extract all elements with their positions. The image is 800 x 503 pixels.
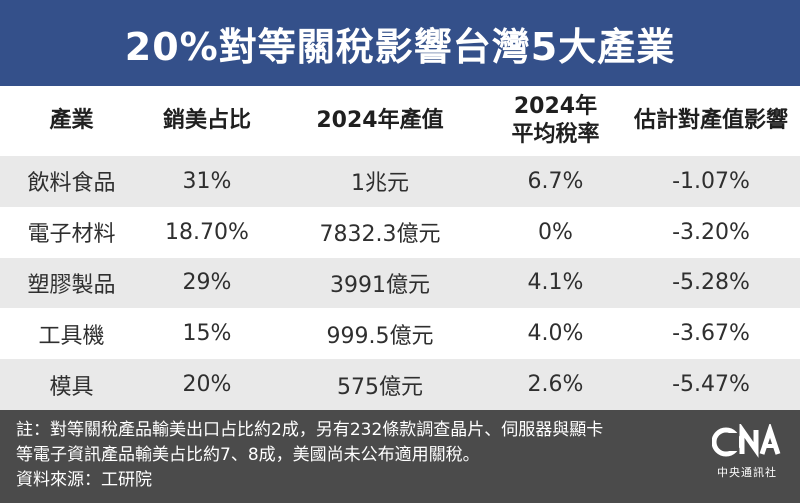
cell-industry: 塑膠製品 bbox=[27, 272, 116, 298]
cell-avg-tariff: 2.6% bbox=[527, 372, 584, 398]
cell-avg-tariff: 4.0% bbox=[527, 321, 584, 347]
table-row: 飲料食品 31% 1兆元 6.7% -1.07% bbox=[0, 156, 800, 207]
cell-output: 575億元 bbox=[337, 374, 423, 400]
source-line: 資料來源：工研院 bbox=[16, 470, 152, 490]
note-line-2: 等電子資訊產品輸美占比約7、8成，美國尚未公布適用關稅。 bbox=[16, 445, 480, 465]
footnote: 註：對等關稅產品輸美出口占比約2成，另有232條款調查晶片、伺服器與顯卡 等電子… bbox=[16, 418, 706, 493]
note-line-1: 註：對等關稅產品輸美出口占比約2成，另有232條款調查晶片、伺服器與顯卡 bbox=[16, 420, 604, 440]
table-row: 塑膠製品 29% 3991億元 4.1% -5.28% bbox=[0, 257, 800, 309]
cell-us-share: 18.70% bbox=[165, 219, 249, 245]
cell-us-share: 29% bbox=[182, 270, 232, 296]
title-bar: 20%對等關稅影響台灣5大產業 bbox=[0, 0, 800, 86]
tariff-impact-table: 產業 銷美占比 2024年產值 2024年 平均稅率 估計對產值影響 飲料食品 … bbox=[0, 86, 800, 410]
page-title: 20%對等關稅影響台灣5大產業 bbox=[124, 24, 676, 69]
cell-output: 7832.3億元 bbox=[319, 222, 441, 248]
cell-impact: -5.28% bbox=[672, 270, 750, 296]
header-output-2024: 2024年產值 bbox=[316, 108, 444, 133]
cell-us-share: 15% bbox=[182, 321, 232, 347]
footer: 註：對等關稅產品輸美出口占比約2成，另有232條款調查晶片、伺服器與顯卡 等電子… bbox=[0, 410, 800, 503]
cell-output: 3991億元 bbox=[330, 272, 430, 298]
cell-output: 999.5億元 bbox=[326, 323, 434, 349]
cell-avg-tariff: 0% bbox=[538, 219, 573, 245]
cell-avg-tariff: 4.1% bbox=[527, 270, 584, 296]
table-row: 工具機 15% 999.5億元 4.0% -3.67% bbox=[0, 308, 800, 360]
header-estimated-impact: 估計對產值影響 bbox=[633, 108, 788, 133]
cna-logo-icon bbox=[712, 424, 781, 458]
cell-industry: 飲料食品 bbox=[27, 171, 116, 197]
cell-avg-tariff: 6.7% bbox=[527, 168, 584, 194]
header-industry: 產業 bbox=[49, 108, 94, 133]
table-row: 電子材料 18.70% 7832.3億元 0% -3.20% bbox=[0, 206, 800, 258]
cell-output: 1兆元 bbox=[351, 171, 409, 197]
cna-logo-text: 中央通訊社 bbox=[717, 466, 777, 479]
cell-impact: -3.67% bbox=[672, 321, 750, 347]
cell-impact: -5.47% bbox=[672, 372, 750, 398]
cell-industry: 模具 bbox=[49, 374, 94, 400]
table-row: 模具 20% 575億元 2.6% -5.47% bbox=[0, 359, 800, 410]
cell-industry: 工具機 bbox=[38, 323, 105, 349]
cell-impact: -1.07% bbox=[672, 168, 750, 194]
header-us-share: 銷美占比 bbox=[162, 108, 251, 133]
cell-impact: -3.20% bbox=[672, 219, 750, 245]
cell-us-share: 31% bbox=[182, 168, 232, 194]
cna-logo: 中央通訊社 bbox=[710, 424, 784, 484]
table-header-row: 產業 銷美占比 2024年產值 2024年 平均稅率 估計對產值影響 bbox=[0, 86, 800, 156]
cell-us-share: 20% bbox=[182, 372, 232, 398]
cell-industry: 電子材料 bbox=[27, 222, 116, 248]
header-avg-tariff-2024: 2024年 平均稅率 bbox=[511, 94, 600, 147]
